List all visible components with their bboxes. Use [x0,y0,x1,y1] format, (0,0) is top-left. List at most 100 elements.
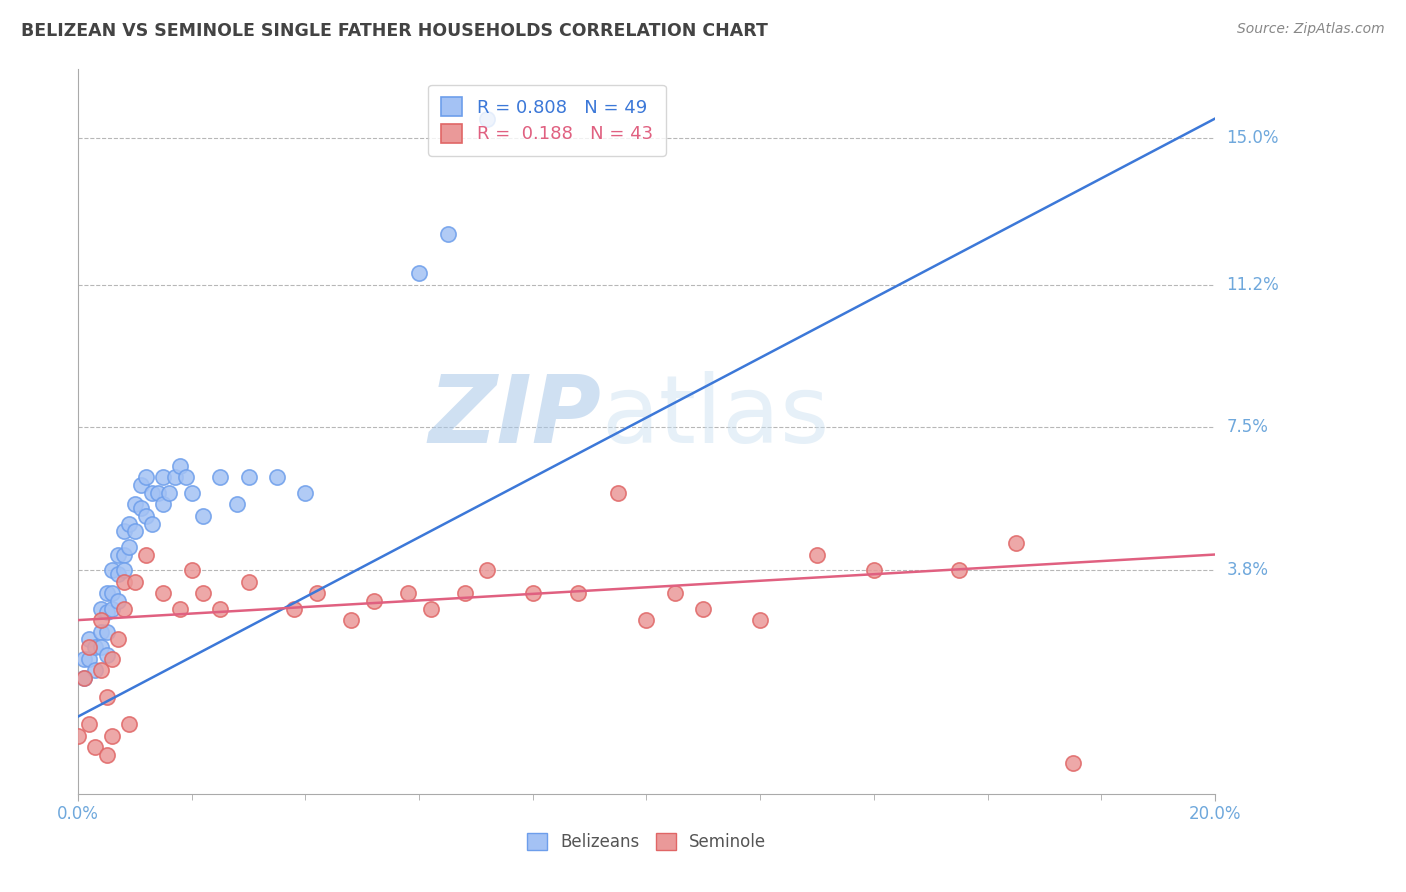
Point [226,497,249,511]
Point [191,508,214,523]
Point [79,640,101,654]
Point [174,470,197,484]
Point [636,613,658,627]
Point [129,478,152,492]
Point [90,663,112,677]
Point [1005,536,1028,550]
Point [112,574,135,589]
Point [118,516,141,531]
Point [118,717,141,731]
Text: 3.8%: 3.8% [1226,561,1268,579]
Point [477,563,499,577]
Point [191,586,214,600]
Point [67,729,90,743]
Point [305,586,328,600]
Point [135,470,157,484]
Point [73,651,96,665]
Point [419,601,441,615]
Point [96,586,118,600]
Point [157,485,180,500]
Point [863,563,886,577]
Point [135,548,157,562]
Point [129,501,152,516]
Point [84,740,107,755]
Point [96,690,118,705]
Point [118,540,141,554]
Legend: R = 0.808   N = 49, R =  0.188   N = 43: R = 0.808 N = 49, R = 0.188 N = 43 [429,85,665,156]
Point [453,586,475,600]
Point [84,640,107,654]
Point [180,485,202,500]
Point [396,586,419,600]
Point [266,470,288,484]
Point [152,586,174,600]
Text: atlas: atlas [600,370,830,463]
Text: 7.5%: 7.5% [1226,418,1268,436]
Point [107,566,129,581]
Point [101,651,124,665]
Point [124,574,146,589]
Point [477,112,499,126]
Text: Source: ZipAtlas.com: Source: ZipAtlas.com [1237,22,1385,37]
Point [90,601,112,615]
Point [152,470,174,484]
Point [79,717,101,731]
Text: 11.2%: 11.2% [1226,276,1279,293]
Point [112,524,135,539]
Point [107,594,129,608]
Point [135,508,157,523]
Text: 15.0%: 15.0% [1226,129,1278,147]
Point [96,648,118,662]
Point [96,606,118,620]
Point [146,485,169,500]
Point [90,613,112,627]
Point [163,470,186,484]
Point [79,632,101,647]
Text: BELIZEAN VS SEMINOLE SINGLE FATHER HOUSEHOLDS CORRELATION CHART: BELIZEAN VS SEMINOLE SINGLE FATHER HOUSE… [21,22,768,40]
Point [101,601,124,615]
Point [79,651,101,665]
Point [340,613,363,627]
Point [101,586,124,600]
Point [436,227,458,242]
Point [1062,756,1084,770]
Point [692,601,714,615]
Point [90,624,112,639]
Point [948,563,970,577]
Point [107,548,129,562]
Point [124,497,146,511]
Point [664,586,686,600]
Point [408,266,430,280]
Point [607,485,630,500]
Point [73,671,96,685]
Point [112,563,135,577]
Point [749,613,772,627]
Point [73,671,96,685]
Point [522,586,544,600]
Point [283,601,305,615]
Point [84,663,107,677]
Point [169,601,191,615]
Point [141,516,163,531]
Point [101,563,124,577]
Point [806,548,828,562]
Point [209,601,232,615]
Point [112,601,135,615]
Point [567,586,589,600]
Point [90,640,112,654]
Point [238,574,260,589]
Point [209,470,232,484]
Point [107,632,129,647]
Text: ZIP: ZIP [429,370,600,463]
Point [96,748,118,763]
Point [141,485,163,500]
Point [96,624,118,639]
Point [152,497,174,511]
Point [363,594,385,608]
Point [112,548,135,562]
Point [294,485,316,500]
Point [124,524,146,539]
Point [180,563,202,577]
Point [169,458,191,473]
Point [238,470,260,484]
